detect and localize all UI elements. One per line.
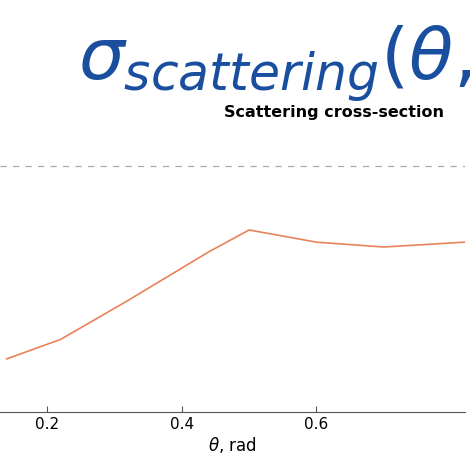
Text: $\sigma_{scattering}(\theta,$: $\sigma_{scattering}(\theta,$ (78, 23, 472, 105)
Text: Scattering cross-section: Scattering cross-section (225, 105, 445, 120)
X-axis label: $\theta$, rad: $\theta$, rad (208, 435, 256, 455)
